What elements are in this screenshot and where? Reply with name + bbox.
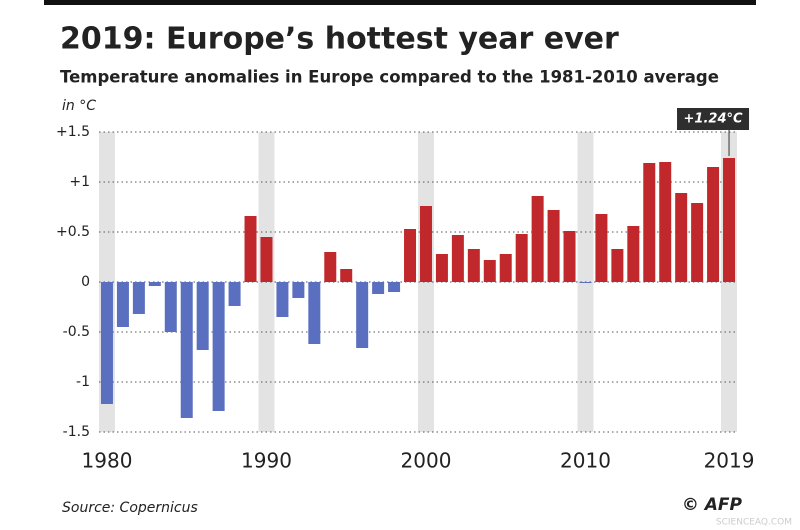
bar bbox=[419, 206, 432, 282]
source: Source: Copernicus bbox=[62, 500, 198, 516]
y-tick-label: 0 bbox=[81, 274, 90, 290]
y-tick-label: +0.5 bbox=[56, 224, 90, 240]
y-tick-label: -0.5 bbox=[63, 324, 90, 340]
bar bbox=[707, 167, 720, 282]
bar bbox=[643, 163, 656, 282]
bar bbox=[579, 282, 592, 283]
value-label: +1.24°C bbox=[684, 112, 743, 127]
y-tick-label: -1 bbox=[76, 374, 90, 390]
bar bbox=[228, 282, 241, 306]
x-tick-label: 1980 bbox=[82, 449, 133, 473]
y-tick-label: -1.5 bbox=[63, 424, 90, 440]
label-box bbox=[677, 108, 750, 130]
x-tick-label: 2019 bbox=[704, 449, 755, 473]
bar bbox=[340, 269, 353, 282]
bar bbox=[132, 282, 145, 314]
y-tick-label: +1 bbox=[69, 174, 90, 190]
bar bbox=[308, 282, 321, 344]
bar bbox=[148, 282, 161, 286]
bar bbox=[260, 237, 273, 282]
bar bbox=[356, 282, 369, 348]
chart-subtitle: Temperature anomalies in Europe compared… bbox=[60, 68, 719, 87]
bar bbox=[388, 282, 401, 292]
bar bbox=[435, 254, 448, 282]
y-tick-label: +1.5 bbox=[56, 124, 90, 140]
bar bbox=[499, 254, 512, 282]
bar bbox=[276, 282, 289, 317]
bar bbox=[611, 249, 624, 282]
bar bbox=[483, 260, 496, 282]
bar bbox=[467, 249, 480, 282]
bar bbox=[627, 226, 640, 282]
bar bbox=[531, 196, 544, 282]
bar bbox=[100, 282, 113, 404]
bar bbox=[372, 282, 385, 294]
bar bbox=[244, 216, 257, 282]
watermark: SCIENCEAQ.COM bbox=[716, 518, 792, 528]
bar bbox=[404, 229, 417, 282]
credit: © AFP bbox=[682, 495, 743, 515]
x-tick-label: 1990 bbox=[241, 449, 292, 473]
bar bbox=[164, 282, 177, 332]
bar bbox=[691, 203, 704, 282]
bar bbox=[595, 214, 608, 282]
bar bbox=[515, 234, 528, 282]
bar bbox=[116, 282, 129, 327]
x-tick-label: 2000 bbox=[401, 449, 452, 473]
bar bbox=[675, 193, 688, 282]
x-tick-label: 2010 bbox=[560, 449, 611, 473]
y-unit: in °C bbox=[62, 98, 96, 114]
bar bbox=[212, 282, 225, 411]
bar bbox=[180, 282, 193, 418]
bar bbox=[659, 162, 672, 282]
bar bbox=[723, 158, 736, 282]
bar bbox=[292, 282, 305, 298]
bar bbox=[563, 231, 576, 282]
bar bbox=[324, 252, 337, 282]
bar bbox=[451, 235, 464, 282]
bar bbox=[547, 210, 560, 282]
chart-title: 2019: Europe’s hottest year ever bbox=[60, 22, 619, 57]
top-rule bbox=[44, 0, 756, 5]
bar bbox=[196, 282, 209, 350]
